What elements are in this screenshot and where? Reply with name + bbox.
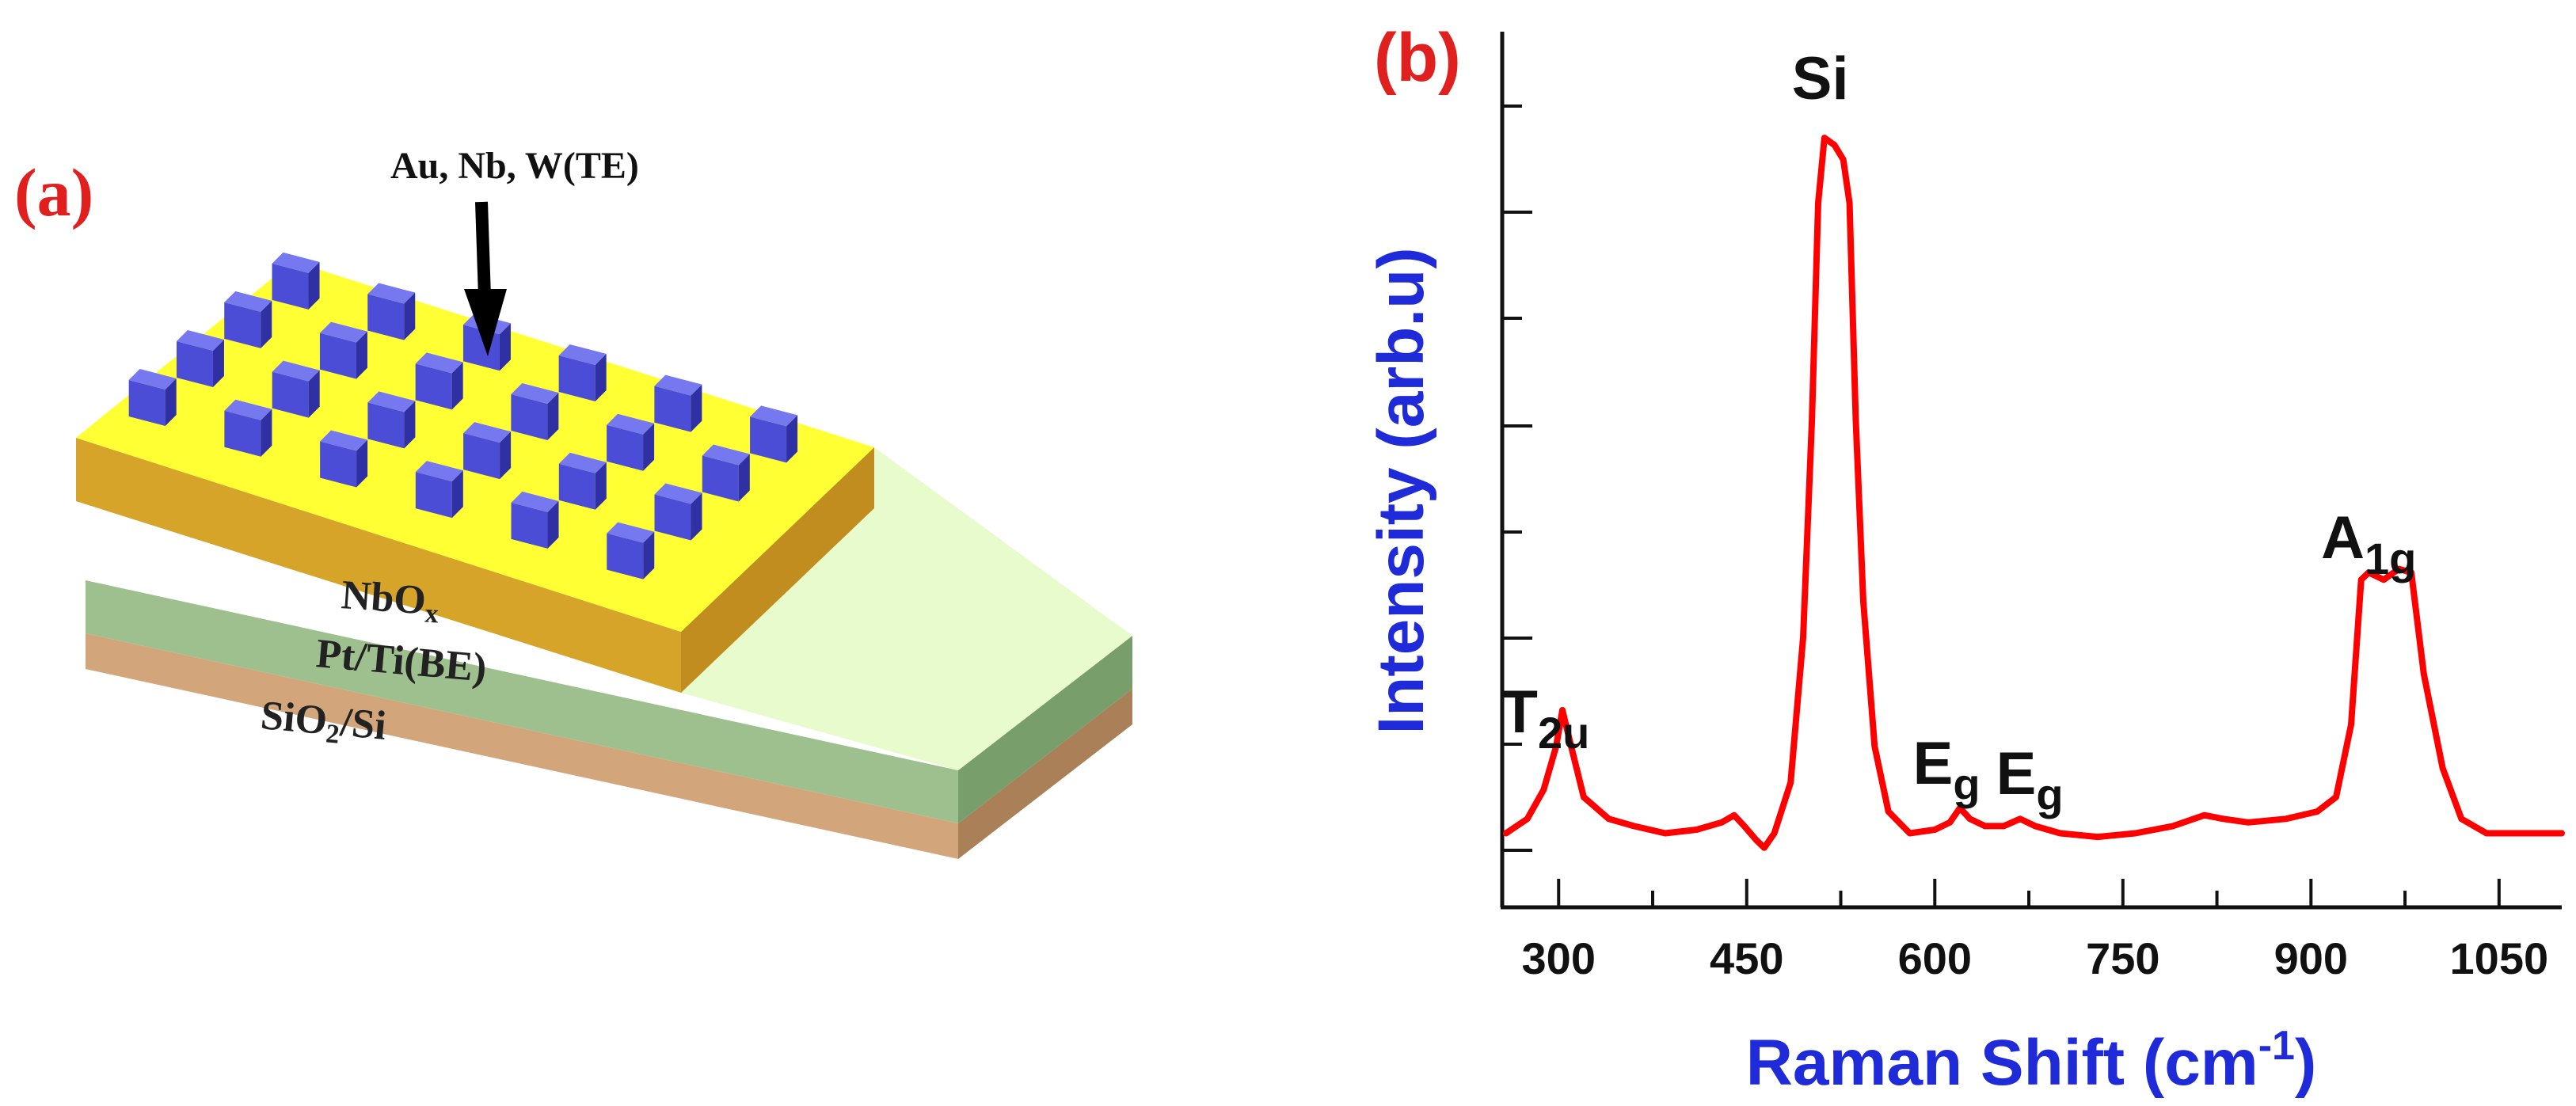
peak-label-main: T xyxy=(1501,678,1538,746)
substrate-label-rest: /Si xyxy=(337,700,388,749)
bottom-electrode-layer xyxy=(86,447,1132,823)
bottom-electrode-top-face xyxy=(681,447,1132,770)
plot-frame xyxy=(1500,32,2562,910)
nbox-layer-label: NbOx xyxy=(340,572,441,629)
x-tick-label: 300 xyxy=(1522,933,1596,983)
top-electrode-cube xyxy=(128,369,177,427)
top-electrode-label: Au, Nb, W(TE) xyxy=(390,145,639,187)
substrate-label: SiO2/Si xyxy=(258,693,388,754)
peak-label-subscript: g xyxy=(1953,759,1980,809)
top-electrode-cube xyxy=(367,391,416,449)
x-tick-label: 450 xyxy=(1710,933,1783,983)
top-electrode-cube xyxy=(750,405,798,463)
x-axis-ticks xyxy=(1557,879,2501,907)
peak-label-subscript: 2u xyxy=(1538,708,1589,758)
nbox-label-main: NbO xyxy=(340,572,428,623)
top-electrode-cube xyxy=(224,399,272,457)
top-electrode-cube xyxy=(224,291,272,348)
peak-label-main: A xyxy=(2321,504,2365,572)
panel-a-label: (a) xyxy=(14,154,93,230)
x-axis-tick-labels: 300 450 600 750 900 1050 xyxy=(1522,933,2549,983)
top-electrode-cube xyxy=(702,444,750,502)
x-tick-label: 600 xyxy=(1898,933,1972,983)
panel-b-label: (b) xyxy=(1374,20,1461,96)
peak-label: T2u xyxy=(1501,678,1590,758)
peak-label-subscript: 1g xyxy=(2365,534,2416,583)
substrate-layer xyxy=(86,633,1132,859)
peak-label-main: E xyxy=(1996,740,2037,808)
peak-label-subscript: g xyxy=(2036,770,2063,819)
peak-label-main: Si xyxy=(1792,45,1849,112)
bottom-electrode-side-face xyxy=(958,636,1132,823)
top-electrode-cube xyxy=(319,321,367,379)
substrate-side-face xyxy=(958,689,1132,859)
series-line-raman xyxy=(1502,135,2565,851)
x-axis-label: Raman Shift (cm-1) xyxy=(1746,1023,2317,1099)
panel-a: (a) Au, Nb, W(TE) NbOx Pt/Ti(BE) xyxy=(14,145,1132,859)
peak-label: A1g xyxy=(2321,504,2416,583)
x-axis-label-superscript: -1 xyxy=(2258,1023,2295,1069)
nbox-front-face xyxy=(76,438,681,693)
top-electrode-cube xyxy=(272,360,320,418)
nbox-side-face xyxy=(681,447,874,693)
x-tick-label: 750 xyxy=(2086,933,2159,983)
substrate-label-subscript: 2 xyxy=(325,719,341,749)
top-electrode-cube xyxy=(654,374,702,432)
top-electrode-cube xyxy=(607,522,655,580)
substrate-label-main: SiO xyxy=(259,693,329,743)
top-electrode-cube xyxy=(558,344,607,401)
top-electrode-cube xyxy=(607,413,655,471)
top-electrode-cube xyxy=(272,252,320,310)
nbox-label-subscript: x xyxy=(424,599,439,629)
y-axis-label: Intensity (arb.u) xyxy=(1365,247,1437,734)
peak-label-main: E xyxy=(1913,730,1954,797)
top-electrode-cube xyxy=(463,422,512,480)
top-electrode-cube xyxy=(558,452,607,510)
top-electrode-cube xyxy=(176,329,224,387)
x-tick-label: 900 xyxy=(2274,933,2348,983)
x-axis-label-close: ) xyxy=(2295,1027,2316,1099)
top-electrode-cube xyxy=(511,383,559,441)
bottom-electrode-front-face xyxy=(86,580,958,823)
peak-label: Eg xyxy=(1996,740,2064,819)
top-electrode-cube xyxy=(415,461,463,519)
top-electrode-arrow xyxy=(464,201,507,356)
top-electrode-array xyxy=(128,252,798,580)
top-electrode-cube xyxy=(367,283,416,340)
peak-label: Si xyxy=(1792,45,1849,112)
top-electrode-cube xyxy=(511,491,559,549)
top-electrode-cube xyxy=(415,352,463,410)
peak-label: Eg xyxy=(1913,730,1981,809)
x-tick-label: 1050 xyxy=(2450,933,2549,983)
top-electrode-cube xyxy=(320,430,368,488)
top-electrode-cube xyxy=(654,483,702,541)
substrate-front-face xyxy=(86,633,958,859)
x-axis-label-text: Raman Shift (cm xyxy=(1746,1027,2258,1099)
